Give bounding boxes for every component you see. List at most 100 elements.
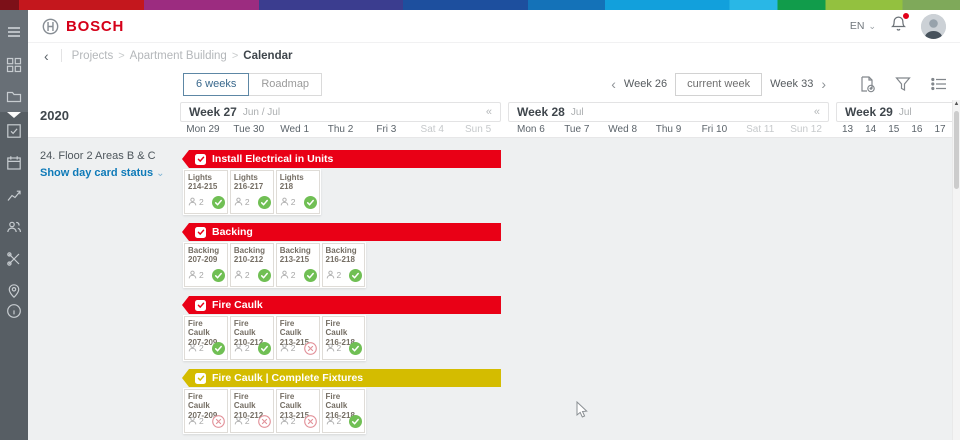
status-done-icon xyxy=(349,268,363,282)
list-view-icon[interactable] xyxy=(930,75,948,93)
status-notdone-icon xyxy=(257,414,271,428)
breadcrumb-row: ‹ Projects > Apartment Building > Calend… xyxy=(28,42,960,68)
language-selector[interactable]: EN ⌄ xyxy=(850,20,876,32)
day-card[interactable]: Fire Caulk 210-212 2 xyxy=(229,389,274,433)
task-bar[interactable]: Install Electrical in Units xyxy=(182,150,501,168)
team-icon[interactable] xyxy=(6,219,22,235)
day-card[interactable]: Fire Caulk 216-218 2 xyxy=(321,316,366,360)
week-header[interactable]: Week 27 Jun / Jul « xyxy=(180,102,501,122)
day-label: Mon 6 xyxy=(517,124,545,135)
info-icon[interactable] xyxy=(6,303,22,319)
prev-week-chevron-icon[interactable]: ‹ xyxy=(611,76,616,92)
crew-icon xyxy=(326,339,335,357)
day-cards-strip: Fire Caulk 207-209 2 Fire Caulk 210-212 2 Fi… xyxy=(183,388,367,434)
bosch-symbol-icon xyxy=(42,18,59,34)
tools-icon[interactable] xyxy=(6,251,22,267)
day-card[interactable]: Fire Caulk 213-215 2 xyxy=(275,316,320,360)
main-area: BOSCH EN ⌄ xyxy=(28,10,960,440)
show-day-card-status-toggle[interactable]: Show day card status ⌄ xyxy=(40,167,172,179)
view-roadmap-button[interactable]: Roadmap xyxy=(249,72,323,96)
day-label: Fri 3 xyxy=(376,124,397,135)
calendar-icon[interactable] xyxy=(6,155,22,171)
bosch-supergraphic xyxy=(0,0,960,10)
day-card-title: Lights 214-215 xyxy=(188,173,218,192)
crew-count: 2 xyxy=(244,197,250,207)
week-months: Jul xyxy=(570,106,584,118)
dashboard-icon[interactable] xyxy=(6,57,22,73)
day-card[interactable]: Fire Caulk 213-215 2 xyxy=(275,389,320,433)
scrollbar-thumb[interactable] xyxy=(954,111,959,189)
task-row: Backing Backing 207-209 2 Backing 210-212 2 B… xyxy=(180,223,960,288)
work-area-panel: 24. Floor 2 Areas B & C Show day card st… xyxy=(28,138,180,440)
day-card[interactable]: Fire Caulk 207-209 2 xyxy=(184,316,228,360)
notifications-button[interactable] xyxy=(890,12,910,37)
task-bar[interactable]: Backing xyxy=(182,223,501,241)
export-icon[interactable] xyxy=(858,75,876,93)
day-card[interactable]: Lights 218 2 xyxy=(275,170,320,214)
collapse-week-icon[interactable]: « xyxy=(813,106,820,118)
day-card-title: Fire Caulk 216-218 xyxy=(325,392,355,420)
collapse-week-icon[interactable]: « xyxy=(485,106,492,118)
crew-icon xyxy=(234,266,243,284)
day-card[interactable]: Backing 216-218 2 xyxy=(321,243,366,287)
filter-icon[interactable] xyxy=(894,75,912,93)
day-label: Thu 9 xyxy=(655,124,682,135)
day-label: Mon 29 xyxy=(186,124,220,135)
avatar[interactable] xyxy=(921,13,946,39)
language-label: EN xyxy=(849,20,865,32)
back-button[interactable]: ‹ xyxy=(44,47,49,64)
day-card[interactable]: Fire Caulk 216-218 2 xyxy=(321,389,366,433)
crew-icon xyxy=(326,412,335,430)
week-days-row: Mon 29 Tue 30 Wed 1 Thu 2 Fri 3 Sat 4 Sun 5 xyxy=(180,122,501,137)
day-label: Wed 1 xyxy=(280,124,310,135)
tasks-icon[interactable] xyxy=(6,123,22,139)
day-label: 16 xyxy=(911,124,923,135)
day-card-footer: 2 xyxy=(326,412,363,430)
crew-icon xyxy=(234,339,243,357)
location-pin-icon[interactable] xyxy=(6,283,22,299)
day-card[interactable]: Lights 216-217 2 xyxy=(229,170,274,214)
next-week-button[interactable]: Week 33 xyxy=(770,78,814,90)
day-card-footer: 2 xyxy=(280,193,317,211)
day-label: 13 xyxy=(842,124,854,135)
task-bar[interactable]: Fire Caulk | Complete Fixtures xyxy=(182,369,501,387)
breadcrumb-item-project[interactable]: Apartment Building xyxy=(129,49,227,62)
day-label: Wed 8 xyxy=(608,124,638,135)
day-card-footer: 2 xyxy=(326,339,363,357)
week-header[interactable]: Week 28 Jul « xyxy=(508,102,829,122)
kpi-chart-icon[interactable] xyxy=(6,187,22,203)
view-6weeks-button[interactable]: 6 weeks xyxy=(183,72,250,96)
day-card[interactable]: Backing 213-215 2 xyxy=(275,243,320,287)
day-card-title: Backing 213-215 xyxy=(279,246,311,265)
crew-icon xyxy=(188,339,197,357)
task-bar[interactable]: Fire Caulk xyxy=(182,296,501,314)
breadcrumb-item-projects[interactable]: Projects xyxy=(71,49,114,62)
status-notdone-icon xyxy=(211,414,225,428)
projects-folder-icon[interactable] xyxy=(6,89,22,105)
week-panels: Week 27 Jun / Jul « Mon 29 Tue 30 Wed 1 Thu 2 F… xyxy=(180,100,960,137)
task-name: Backing xyxy=(212,226,253,238)
menu-icon[interactable] xyxy=(6,24,22,40)
next-week-chevron-icon[interactable]: › xyxy=(821,76,826,92)
day-card[interactable]: Fire Caulk 207-209 2 xyxy=(184,389,228,433)
current-week-button[interactable]: current week xyxy=(675,72,763,96)
year-label: 2020 xyxy=(40,108,69,123)
day-card-title: Lights 218 xyxy=(279,173,304,192)
day-card[interactable]: Lights 214-215 2 xyxy=(184,170,228,214)
crew-count: 2 xyxy=(199,416,204,426)
toggle-label: Show day card status xyxy=(40,167,154,179)
calendar-content: 24. Floor 2 Areas B & C Show day card st… xyxy=(28,138,960,440)
status-done-icon xyxy=(211,341,225,355)
day-card[interactable]: Fire Caulk 210-212 2 xyxy=(229,316,274,360)
day-card[interactable]: Backing 207-209 2 xyxy=(184,243,228,287)
vertical-scrollbar[interactable]: ▲ xyxy=(952,100,960,440)
status-done-icon xyxy=(303,195,317,209)
crew-count: 2 xyxy=(199,197,204,207)
prev-week-button[interactable]: Week 26 xyxy=(623,78,668,90)
day-card-footer: 2 xyxy=(326,266,363,284)
day-card[interactable]: Backing 210-212 2 xyxy=(229,243,274,287)
week-days-row: 13141516171819 xyxy=(836,122,960,137)
scroll-up-arrow-icon[interactable]: ▲ xyxy=(953,101,960,107)
